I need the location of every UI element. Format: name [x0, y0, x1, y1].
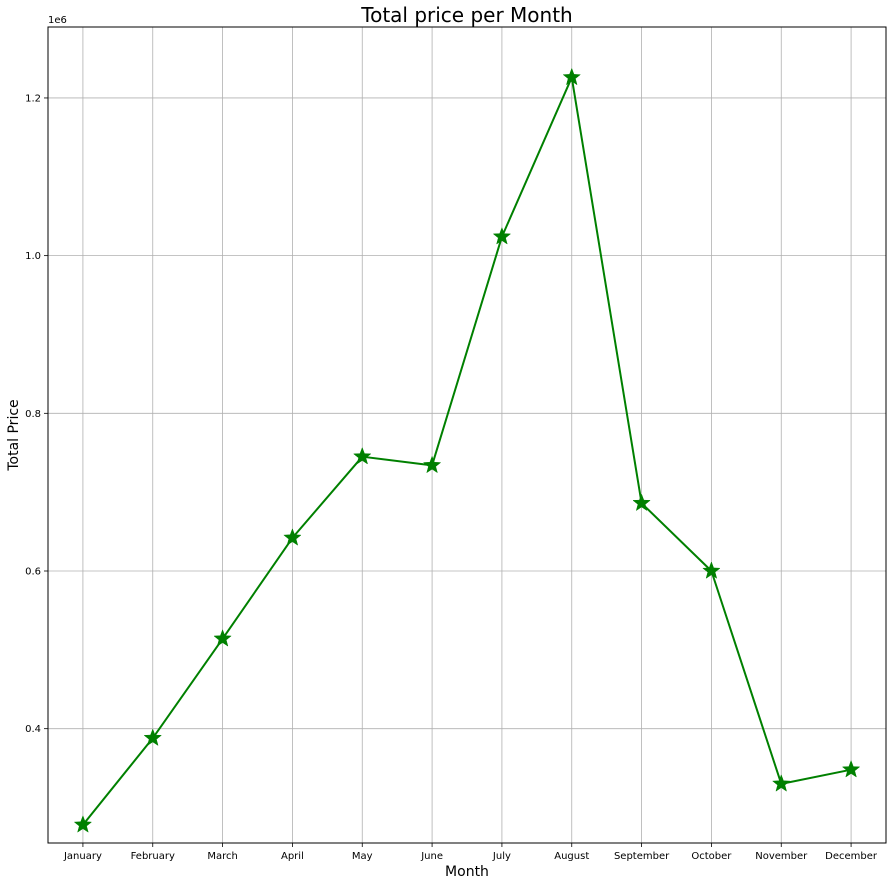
chart-title: Total price per Month [360, 3, 572, 27]
x-tick-label: May [352, 851, 373, 862]
star-marker [73, 815, 93, 833]
star-marker [772, 774, 791, 792]
x-tick-label: January [63, 851, 102, 862]
x-axis: January February March April May June July Augu… [63, 843, 878, 862]
plot-frame [47, 26, 887, 844]
y-tick-label: 1.0 [25, 251, 41, 262]
x-tick-label: March [207, 851, 237, 862]
star-marker [143, 728, 162, 746]
x-tick-label: September [614, 851, 670, 862]
y-axis: 0.4 0.6 0.8 1.0 1.2 [25, 93, 48, 735]
star-marker [283, 528, 302, 546]
x-axis-label: Month [445, 864, 489, 880]
x-tick-label: July [492, 851, 511, 862]
star-marker [841, 759, 861, 778]
star-marker [492, 227, 512, 245]
x-tick-label: December [825, 851, 878, 862]
x-tick-label: August [554, 851, 589, 862]
y-axis-label: Total Price [6, 399, 22, 471]
star-marker [353, 446, 372, 465]
x-tick-label: November [755, 851, 808, 862]
x-tick-label: June [420, 851, 443, 862]
x-tick-label: April [281, 851, 304, 862]
y-tick-label: 0.8 [25, 409, 41, 420]
star-marker [632, 493, 651, 512]
star-marker [422, 455, 442, 474]
star-marker [702, 561, 721, 579]
x-tick-label: October [691, 851, 732, 862]
y-tick-label: 1.2 [25, 93, 41, 104]
y-axis-offset-label: 1e6 [48, 15, 67, 26]
star-marker [213, 629, 232, 647]
series-layer [73, 67, 861, 833]
series-line [82, 76, 852, 826]
x-tick-label: February [131, 851, 175, 862]
y-tick-label: 0.6 [25, 567, 41, 578]
grid [48, 27, 886, 843]
star-marker [562, 67, 581, 86]
y-tick-label: 0.4 [25, 724, 41, 735]
